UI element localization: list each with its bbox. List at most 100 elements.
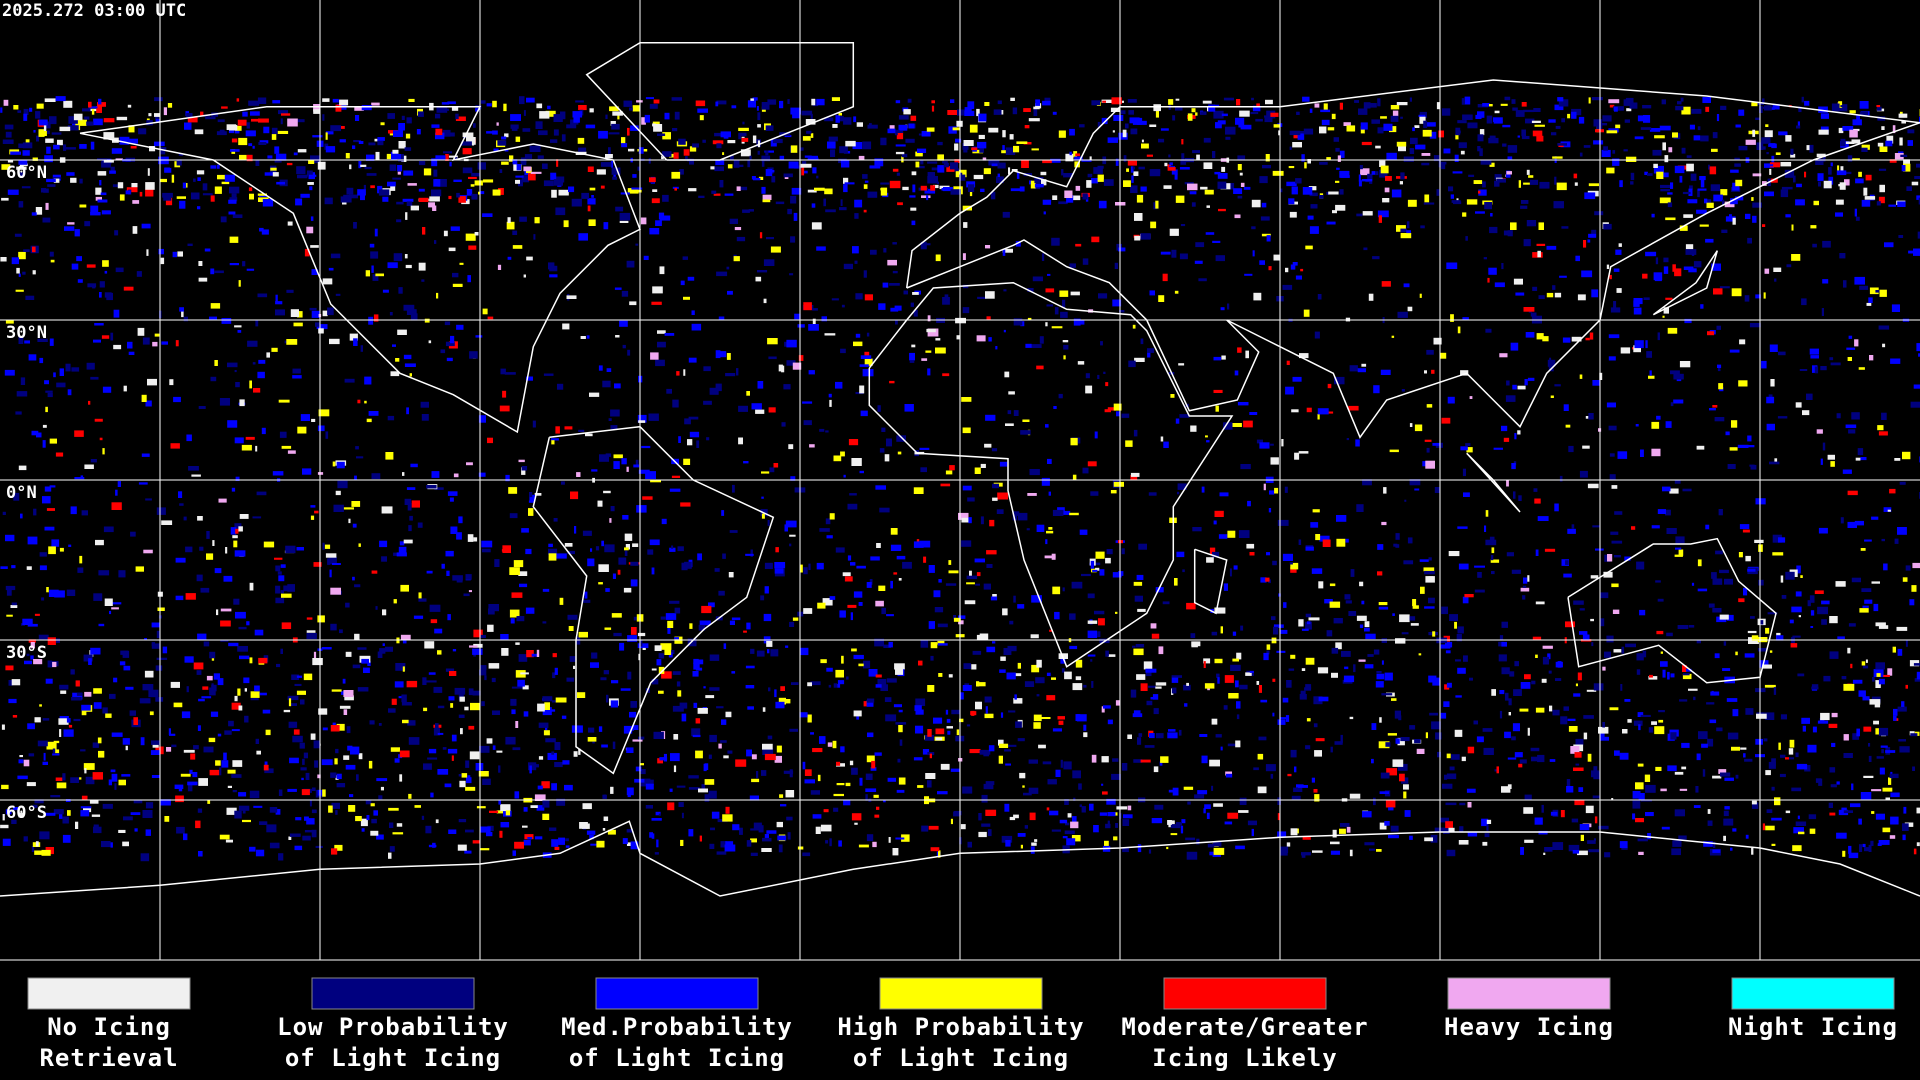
icing-speck xyxy=(11,819,17,824)
icing-speck xyxy=(404,498,412,505)
icing-speck xyxy=(1317,413,1320,420)
icing-speck xyxy=(325,146,336,153)
icing-speck xyxy=(835,669,844,678)
icing-speck xyxy=(986,550,997,555)
icing-speck xyxy=(1,724,5,730)
icing-speck xyxy=(945,470,953,475)
icing-speck xyxy=(1225,126,1236,135)
icing-speck xyxy=(1194,260,1203,264)
icing-speck xyxy=(1379,169,1388,178)
icing-speck xyxy=(198,698,205,702)
icing-speck xyxy=(1252,250,1255,257)
icing-speck xyxy=(1448,186,1454,192)
icing-speck xyxy=(1179,167,1190,170)
icing-speck xyxy=(238,526,243,532)
icing-speck xyxy=(1724,201,1735,208)
icing-speck xyxy=(1536,243,1546,246)
icing-speck xyxy=(1858,171,1862,177)
icing-speck xyxy=(895,144,906,147)
icing-speck xyxy=(421,414,429,421)
icing-speck xyxy=(1642,650,1647,658)
icing-speck xyxy=(1512,107,1518,111)
icing-speck xyxy=(1011,169,1018,172)
icing-speck xyxy=(500,634,509,641)
icing-speck xyxy=(447,491,458,496)
icing-speck xyxy=(234,810,242,819)
icing-speck xyxy=(660,616,666,620)
icing-speck xyxy=(1773,687,1777,695)
icing-speck xyxy=(497,264,502,270)
icing-speck xyxy=(94,323,104,326)
icing-speck xyxy=(1101,756,1109,763)
icing-speck xyxy=(1229,568,1232,577)
icing-speck xyxy=(708,790,717,799)
icing-speck xyxy=(1009,620,1014,625)
icing-speck xyxy=(1667,671,1670,680)
icing-speck xyxy=(5,585,16,591)
icing-speck xyxy=(621,290,629,297)
icing-speck xyxy=(114,783,117,790)
icing-speck xyxy=(259,692,267,696)
icing-speck xyxy=(862,174,868,179)
icing-speck xyxy=(428,748,437,754)
icing-speck xyxy=(1170,824,1181,829)
icing-speck xyxy=(1348,611,1357,616)
icing-speck xyxy=(1319,161,1328,165)
icing-speck xyxy=(930,655,934,661)
icing-speck xyxy=(1738,598,1745,603)
icing-speck xyxy=(613,454,623,459)
icing-speck xyxy=(1645,784,1656,793)
icing-speck xyxy=(1389,126,1397,133)
icing-speck xyxy=(484,675,487,681)
icing-speck xyxy=(1315,534,1321,541)
icing-speck xyxy=(138,128,147,135)
icing-speck xyxy=(31,430,39,436)
icing-speck xyxy=(1223,705,1228,710)
icing-speck xyxy=(303,673,313,681)
icing-speck xyxy=(1,197,9,201)
icing-speck xyxy=(1391,698,1397,701)
icing-speck xyxy=(1024,125,1030,129)
icing-speck xyxy=(511,709,516,715)
icing-speck xyxy=(548,553,557,561)
icing-speck xyxy=(814,187,825,191)
icing-speck xyxy=(556,798,566,806)
icing-speck xyxy=(1620,684,1623,691)
icing-speck xyxy=(510,698,517,706)
icing-speck xyxy=(1260,216,1270,221)
icing-speck xyxy=(131,183,138,191)
icing-speck xyxy=(1113,403,1122,411)
icing-speck xyxy=(223,575,233,582)
icing-speck xyxy=(1706,199,1712,204)
icing-speck xyxy=(1901,165,1906,172)
icing-speck xyxy=(501,648,509,656)
icing-speck xyxy=(571,198,582,207)
icing-speck xyxy=(1064,799,1069,805)
icing-speck xyxy=(1034,183,1044,188)
icing-speck xyxy=(1670,732,1677,740)
icing-speck xyxy=(1317,667,1329,674)
icing-speck xyxy=(1711,263,1721,271)
icing-speck xyxy=(424,641,435,649)
icing-speck xyxy=(1213,803,1223,807)
icing-speck xyxy=(1039,336,1044,344)
icing-speck xyxy=(1403,283,1410,288)
icing-speck xyxy=(1570,746,1580,754)
icing-speck xyxy=(1217,173,1228,179)
icing-speck xyxy=(0,257,7,262)
icing-speck xyxy=(300,193,310,198)
icing-speck xyxy=(206,675,213,681)
icing-speck xyxy=(1769,650,1773,653)
icing-speck xyxy=(1098,293,1108,299)
icing-speck xyxy=(194,129,204,135)
icing-speck xyxy=(1375,681,1384,688)
icing-speck xyxy=(237,330,242,333)
icing-speck xyxy=(1266,650,1270,655)
icing-speck xyxy=(1463,655,1468,662)
icing-speck xyxy=(497,140,507,146)
icing-speck xyxy=(110,166,115,171)
icing-speck xyxy=(1107,407,1117,411)
icing-speck xyxy=(1861,588,1872,592)
icing-speck xyxy=(790,236,796,243)
icing-speck xyxy=(621,458,627,465)
